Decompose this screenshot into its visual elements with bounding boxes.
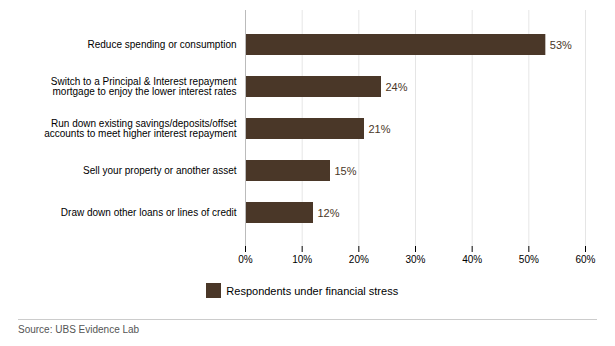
svg-text:40%: 40% [462, 254, 482, 265]
svg-text:Switch to a Principal & Intere: Switch to a Principal & Interest repayme… [51, 76, 237, 97]
svg-text:60%: 60% [575, 254, 595, 265]
svg-text:Run down existing savings/depo: Run down existing savings/deposits/offse… [44, 118, 237, 139]
svg-text:20%: 20% [349, 254, 369, 265]
svg-text:53%: 53% [550, 39, 572, 51]
svg-text:0%: 0% [238, 254, 253, 265]
svg-text:10%: 10% [292, 254, 312, 265]
svg-text:Reduce spending or consumption: Reduce spending or consumption [88, 39, 237, 50]
svg-text:50%: 50% [519, 254, 539, 265]
svg-text:24%: 24% [386, 81, 408, 93]
svg-text:12%: 12% [318, 207, 340, 219]
svg-text:15%: 15% [335, 165, 357, 177]
svg-text:Sell your property or another: Sell your property or another asset [83, 165, 237, 176]
svg-text:30%: 30% [405, 254, 425, 265]
html-text:Source: UBS Evidence Lab: Source: UBS Evidence Lab [18, 323, 140, 335]
svg-text:21%: 21% [369, 123, 391, 135]
html-text:Respondents under financial st: Respondents under financial stress [226, 284, 399, 297]
svg-text:Draw down other loans or lines: Draw down other loans or lines of credit [61, 207, 237, 218]
